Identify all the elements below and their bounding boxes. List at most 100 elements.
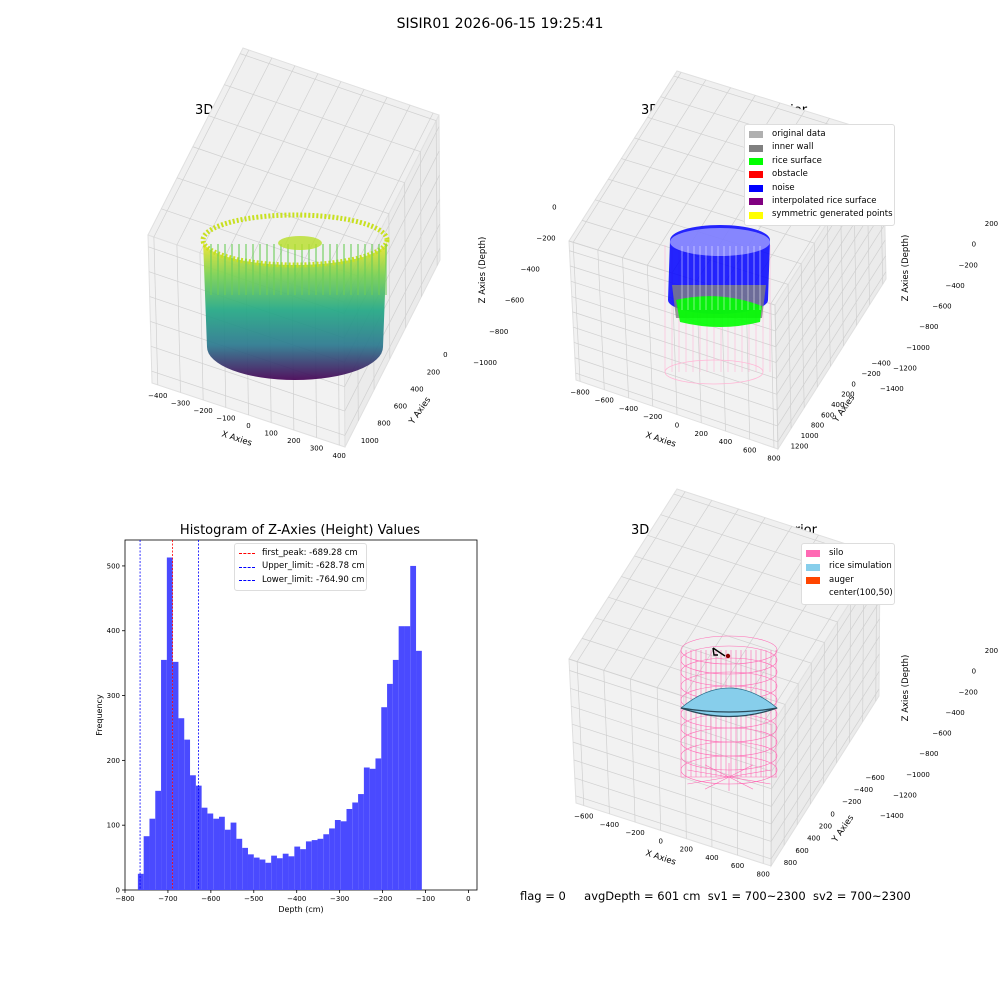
histogram-bar [340,821,347,890]
histogram-bar [288,856,295,890]
gridline [777,255,886,427]
silo-floor-spoke [728,764,754,778]
noise-top-gap [670,228,770,256]
x-tick-label: −200 [643,413,662,421]
gridline [581,638,786,846]
y-tick-label: 600 [795,847,808,855]
y-tick-label: 100 [107,822,120,830]
histogram-bar [155,790,162,890]
plot4-legend: silo rice simulation auger center(100,50) [801,543,895,605]
histogram-bar [276,858,283,890]
z-tick-label: 0 [552,204,556,212]
gridline [568,240,779,450]
histogram-bar [369,768,376,890]
z-tick-label: −1400 [880,385,904,393]
gridline [603,670,610,814]
legend-swatch [749,184,763,192]
histogram-bar [149,818,156,890]
histogram-bar [219,816,225,890]
x-tick-label: −700 [158,895,177,903]
gridline [771,601,880,772]
legend-swatch [749,171,763,179]
silo-floor-spoke [728,769,771,778]
gridline [770,671,880,842]
legend-entry: rice surface [749,155,890,168]
y-tick-label: 0 [851,380,855,388]
histogram-bar [398,626,405,890]
gridline [771,636,880,807]
x-tick-label: 0 [246,422,250,430]
gridline [568,658,773,867]
histogram-bar [334,820,341,890]
histogram-bar [323,834,330,890]
x-tick-label: 0 [658,837,662,845]
legend-swatch [239,566,255,568]
z-tick-label: −600 [505,297,524,305]
gridline [777,271,887,442]
x-tick-label: 400 [333,452,346,460]
histogram-bar [416,650,422,890]
y-tick-label: 300 [107,692,120,700]
histogram-legend: first_peak: -689.28 cm Upper_limit: -628.… [234,543,367,592]
x-tick-label: −600 [595,397,614,405]
y-tick-label: 800 [784,859,797,867]
gridline [771,618,880,790]
histogram-bar [172,661,179,890]
gridline [646,265,654,407]
x-axis-label: X Axies [220,429,253,448]
y-tick-label: 200 [841,391,854,399]
gridline [595,617,799,825]
legend-label: auger [829,574,854,585]
y-tick-label: 0 [443,351,447,359]
y-tick-label: 200 [819,823,832,831]
y-tick-label: 500 [107,562,120,570]
sv2-text: sv2 = 700~2300 [812,889,911,903]
gridline [176,244,181,393]
z-tick-label: −400 [521,266,540,274]
x-axis-label: Depth (cm) [278,905,323,914]
x-tick-label: 0 [466,895,470,903]
gridline [574,357,778,427]
histogram-bar [242,847,248,890]
z-tick-label: −200 [959,261,978,269]
legend-label: Upper_limit: -628.78 cm [262,561,365,572]
histogram-bar [201,807,208,890]
x-tick-label: 800 [767,455,780,463]
silo-floor-spoke [728,776,754,790]
legend-swatch [749,144,763,152]
histogram-bar [259,859,266,890]
histogram-bar [387,683,393,890]
x-tick-label: −800 [115,895,134,903]
gridline [608,596,812,805]
gridline [762,722,765,864]
legend-swatch [806,577,820,585]
gridline [576,661,585,806]
x-tick-label: −800 [570,388,589,396]
gridline [608,178,818,388]
z-tick-label: −600 [932,730,951,738]
legend-swatch [806,563,820,571]
gridline [575,795,772,860]
y-tick-label: 1200 [791,442,809,450]
x-tick-label: −400 [148,392,167,400]
auger-arrow-head [712,647,718,656]
y-tick-label: −200 [861,370,880,378]
legend-label: rice simulation [829,561,892,572]
y-tick-label: −400 [872,360,891,368]
histogram-bar [166,557,173,890]
gridline [199,65,296,253]
gridline [634,555,838,763]
z-tick-label: −1000 [906,771,930,779]
histogram-bar [311,840,318,890]
plot2-legend: original data inner wall rice surface obsta… [744,124,895,226]
z-tick-label: −1000 [906,344,930,352]
y-tick-label: 200 [107,757,120,765]
x-axis-label: X Axies [644,430,677,449]
gridline [622,87,731,258]
z-tick-label: −200 [959,688,978,696]
z-tick-label: −800 [489,328,508,336]
z-tick-label: 200 [985,220,998,228]
y-axis-label: Frequency [95,694,104,736]
histogram-bar [161,659,167,890]
legend-label: noise [772,182,795,193]
